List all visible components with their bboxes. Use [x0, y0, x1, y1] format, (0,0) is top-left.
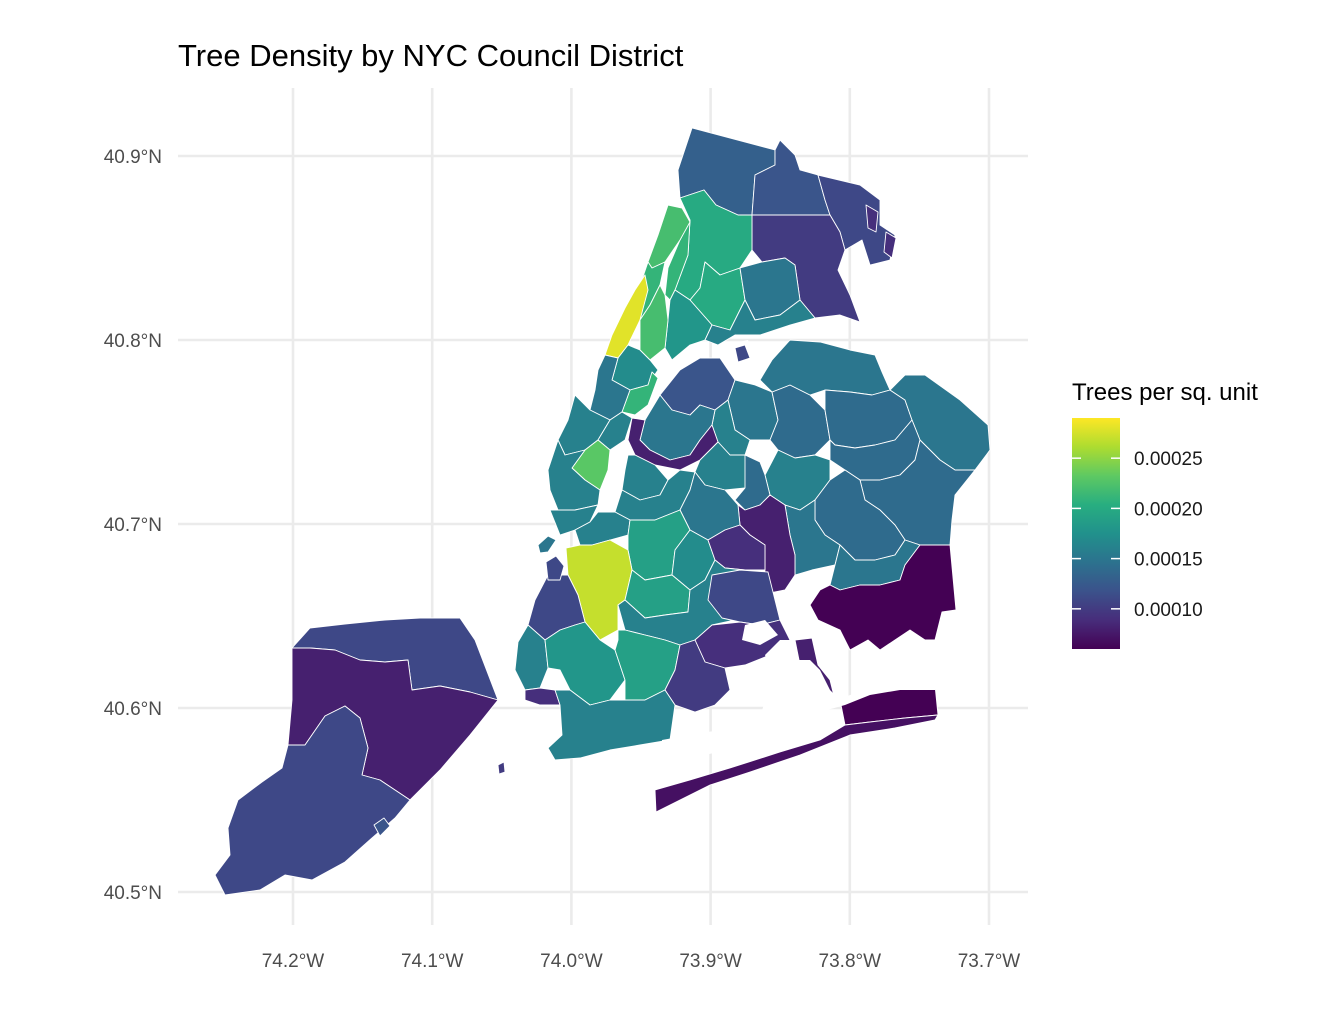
region-staten-island-south-shore	[214, 705, 411, 896]
region-manhattan-chelsea	[547, 439, 601, 511]
legend: Trees per sq. unit 0.00025 0.00020 0.00015…	[1072, 379, 1258, 649]
y-tick-label: 40.6°N	[104, 699, 162, 720]
region-queens-college-point	[759, 339, 891, 396]
y-axis-tick-labels: 40.9°N 40.8°N 40.7°N 40.6°N 40.5°N	[104, 147, 162, 904]
region-bronx-soundview	[704, 299, 816, 346]
region-queens-flushing	[769, 384, 831, 459]
map-title: Tree Density by NYC Council District	[178, 38, 684, 73]
legend-tick-label: 0.00025	[1134, 449, 1203, 470]
y-tick-label: 40.8°N	[104, 331, 162, 352]
y-tick-label: 40.5°N	[104, 883, 162, 904]
map-regions	[214, 127, 991, 896]
x-tick-label: 73.9°W	[679, 951, 742, 972]
region-brooklyn-sheepshead	[664, 639, 731, 713]
legend-ticks: 0.00025 0.00020 0.00015 0.00010	[1072, 449, 1203, 621]
legend-tick-label: 0.00020	[1134, 499, 1203, 520]
region-manhattan-upper-east-side	[621, 371, 659, 416]
region-bronx-central	[664, 219, 691, 301]
small-islands	[373, 204, 897, 837]
region-queens-southeast	[809, 544, 957, 651]
region-queens-rockaway-west	[654, 714, 939, 813]
legend-title: Trees per sq. unit	[1072, 379, 1258, 406]
region-manhattan-harlem	[639, 284, 669, 361]
x-tick-label: 73.8°W	[819, 951, 882, 972]
x-tick-label: 74.1°W	[401, 951, 464, 972]
x-tick-label: 74.2°W	[262, 951, 325, 972]
legend-tick-label: 0.00015	[1134, 550, 1203, 571]
region-brooklyn-coney-island	[547, 689, 676, 761]
legend-colorbar	[1072, 418, 1120, 649]
water-features	[662, 340, 935, 765]
y-tick-label: 40.9°N	[104, 147, 162, 168]
region-bronx-south	[664, 289, 713, 361]
y-tick-label: 40.7°N	[104, 515, 162, 536]
x-axis-tick-labels: 74.2°W 74.1°W 74.0°W 73.9°W 73.8°W 73.7°W	[262, 951, 1021, 972]
x-tick-label: 73.7°W	[958, 951, 1021, 972]
legend-tick-label: 0.00010	[1134, 600, 1203, 621]
x-tick-label: 74.0°W	[540, 951, 603, 972]
